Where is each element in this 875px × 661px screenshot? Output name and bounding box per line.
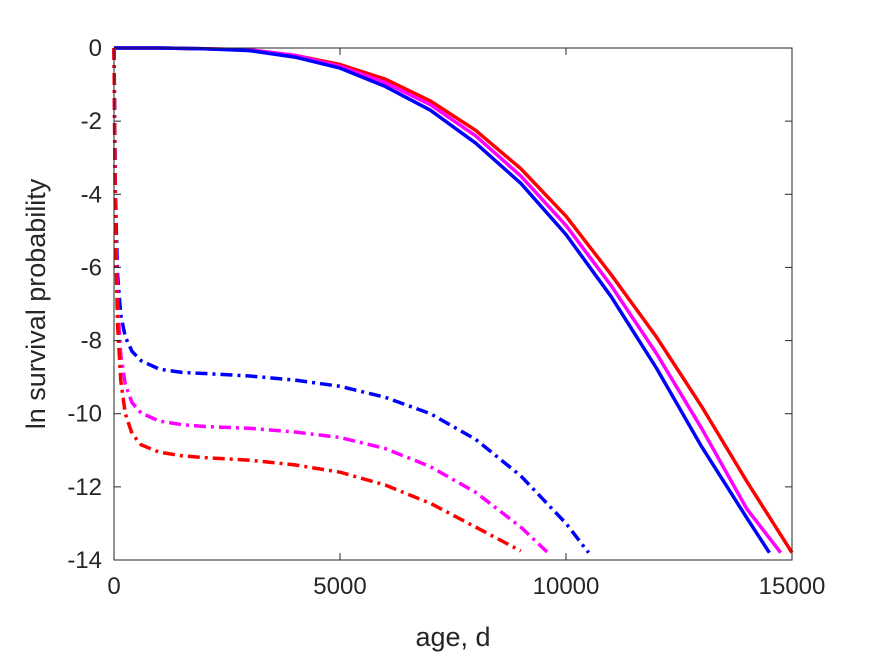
series-line-3-dashdot <box>112 47 590 554</box>
y-tick-label: -12 <box>67 474 102 501</box>
y-axis-label: ln survival probability <box>21 178 51 429</box>
x-tick-label: 0 <box>107 573 120 600</box>
x-tick-label: 5000 <box>313 573 366 600</box>
x-tick-label: 10000 <box>533 573 600 600</box>
y-tick-label: -6 <box>81 254 102 281</box>
y-tick-label: -4 <box>81 181 102 208</box>
y-tick-label: -2 <box>81 108 102 135</box>
series-line-5-dashdot <box>112 47 522 553</box>
series-line-2-solid <box>114 46 771 554</box>
x-tick-label: 15000 <box>759 573 826 600</box>
axis-ticks: 0 5000 10000 15000 0 -2 -4 -6 -8 -10 -12 -14 <box>67 35 825 600</box>
plot-area <box>114 48 792 560</box>
series-lines <box>112 46 794 554</box>
y-tick-label: 0 <box>89 35 102 62</box>
y-tick-label: -8 <box>81 328 102 355</box>
axes-box <box>113 47 793 561</box>
y-tick-label: -14 <box>67 547 102 574</box>
series-line-4-dashdot <box>112 47 550 554</box>
x-axis-label: age, d <box>415 622 490 652</box>
y-tick-label: -10 <box>67 401 102 428</box>
